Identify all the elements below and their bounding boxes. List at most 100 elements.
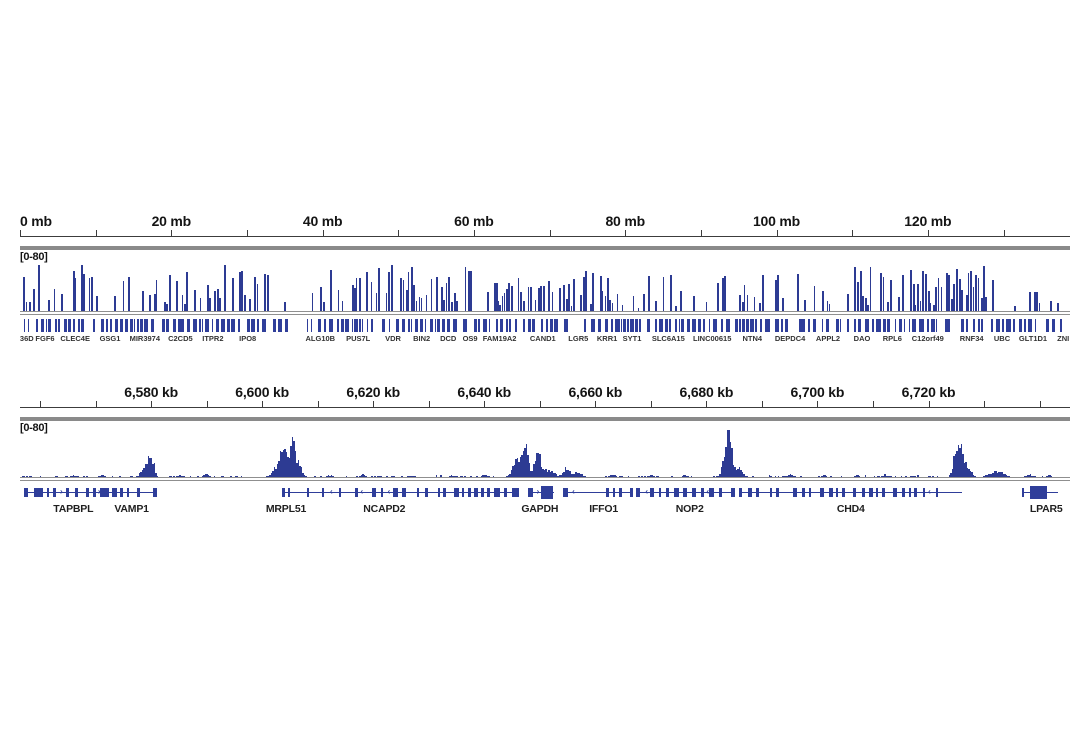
signal-bar [66, 476, 68, 477]
signal-bar [114, 295, 117, 311]
ruler-label: 6,620 kb [346, 384, 401, 400]
ruler-tick [20, 230, 21, 236]
ruler-tick [706, 401, 708, 407]
signal-bar [401, 475, 403, 477]
gene-density-bar [482, 319, 487, 332]
gene-density-bar [226, 319, 231, 332]
signal-bar [592, 273, 595, 311]
gene-density-bar [514, 319, 518, 332]
gene-label: SYT1 [622, 334, 642, 343]
signal-bar [744, 475, 746, 477]
gene-label: TAPBPL [53, 503, 94, 515]
signal-bar [513, 464, 515, 477]
gene-exon [709, 488, 715, 497]
gene-density-bar [541, 319, 543, 332]
signal-bar [573, 473, 575, 477]
signal-bar [330, 475, 332, 477]
signal-bar [776, 476, 778, 477]
gene-density-bar [310, 319, 313, 332]
signal-bar [752, 476, 754, 477]
signal-bar [993, 470, 995, 477]
signal-bar [377, 267, 380, 311]
signal-bar [671, 476, 673, 477]
signal-bar [963, 462, 965, 477]
signal-bar [740, 469, 742, 477]
signal-bar [638, 475, 640, 477]
gene-label: GAPDH [521, 503, 559, 515]
signal-bar [648, 476, 650, 477]
ruler-tick [171, 230, 173, 236]
gene-density-bar [686, 319, 690, 332]
gene-label: ZNI [1057, 334, 1070, 343]
signal-bar [443, 300, 446, 311]
gene-density-bar [474, 319, 477, 332]
signal-bar [911, 475, 913, 477]
signal-bar [135, 476, 137, 477]
signal-bar [996, 472, 998, 477]
signal-bar [219, 298, 222, 311]
gene-exon [861, 488, 865, 497]
gene-density-bar [68, 319, 72, 332]
signal-bar [662, 277, 665, 311]
gene-density-bar [742, 319, 746, 332]
gene-intron-line [321, 491, 519, 494]
signal-bar [917, 283, 920, 311]
signal-bar [716, 282, 719, 311]
signal-bar [590, 304, 592, 311]
signal-bar [279, 450, 281, 477]
signal-bar [456, 301, 459, 311]
signal-bar [693, 296, 696, 311]
signal-bar [173, 476, 175, 477]
signal-bar [302, 473, 304, 477]
signal-bar [960, 443, 962, 477]
signal-bar [330, 270, 333, 311]
ruler-tick [650, 401, 652, 407]
strand-arrow-icon: ‹ [645, 487, 649, 496]
signal-bar [101, 475, 103, 477]
signal-bar [654, 476, 656, 477]
gene-exon [153, 488, 157, 497]
gene-density-bar [140, 319, 144, 332]
signal-bar [371, 281, 373, 311]
signal-bar [239, 271, 242, 311]
signal-bar [821, 290, 824, 311]
gene-density-bar [1046, 319, 1050, 332]
signal-bar [453, 292, 456, 311]
signal-bar [998, 471, 1000, 477]
gene-density-bar [388, 319, 391, 332]
gene-exon [563, 488, 569, 497]
signal-bar [204, 474, 206, 477]
signal-bar [888, 476, 890, 477]
signal-bar [48, 299, 51, 311]
signal-bar [425, 295, 427, 311]
signal-bar [287, 456, 289, 477]
gene-density-bar [81, 319, 85, 332]
gene-density-bar [966, 319, 968, 332]
signal-bar [1001, 472, 1003, 477]
signal-bar [584, 476, 586, 477]
signal-bar [153, 463, 155, 477]
gene-density-bar [328, 319, 333, 332]
signal-bar [1049, 475, 1051, 477]
gene-density-bar [894, 319, 897, 332]
signal-bar [516, 457, 518, 477]
signal-bar [579, 294, 582, 311]
signal-bar [713, 475, 715, 477]
signal-bar [992, 279, 994, 311]
signal-bar [679, 291, 682, 311]
signal-bar [862, 295, 864, 311]
signal-bar [909, 476, 911, 477]
signal-bar [186, 271, 188, 311]
signal-bar [461, 475, 463, 477]
signal-bar [221, 475, 223, 477]
gene-exon [111, 488, 118, 497]
signal-bar [525, 444, 527, 477]
signal-bar [152, 463, 154, 477]
signal-bar [517, 277, 519, 311]
signal-bar [1033, 292, 1036, 311]
signal-bar [560, 474, 562, 477]
gene-density-bar [678, 319, 681, 332]
signal-bar [647, 476, 649, 477]
gene-density-bar [180, 319, 185, 332]
gene-density-bar [545, 319, 548, 332]
